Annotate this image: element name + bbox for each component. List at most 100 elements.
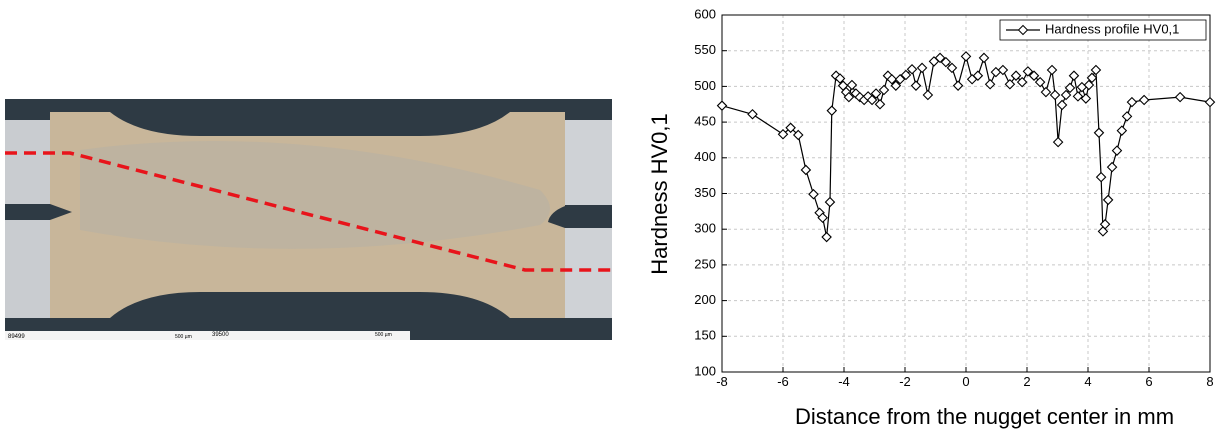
sheet-right-bottom [565,228,612,318]
y-tick-label: 550 [694,42,716,57]
data-point [1090,64,1102,76]
data-point [946,62,958,74]
data-point [747,108,758,120]
data-point [934,52,946,64]
data-point [1138,94,1150,106]
data-point [1083,79,1095,91]
data-point [843,91,855,103]
x-tick-label: 4 [1084,374,1091,389]
x-tick-label: -8 [716,374,728,389]
data-point [800,164,812,176]
data-point [1095,171,1107,183]
data-point [792,129,804,141]
y-axis-label: Hardness HV0,1 [647,113,672,274]
micrograph-label: 89499 [8,334,25,340]
data-point [1102,194,1114,206]
fusion-zone [80,141,550,249]
y-tick-label: 500 [694,78,716,93]
data-point [1028,70,1040,81]
data-point [808,188,819,200]
data-point [1204,96,1216,108]
x-tick-label: -4 [838,374,850,389]
x-tick-label: 8 [1206,374,1213,389]
data-point [916,62,928,74]
x-tick-label: -2 [899,374,911,389]
y-tick-label: 200 [694,292,716,307]
data-point [1049,89,1061,101]
data-point [1093,127,1105,139]
data-point [1111,145,1123,156]
data-point [878,84,890,96]
x-tick-label: 0 [962,374,969,389]
data-point [910,80,922,91]
micrograph-label: 39500 [212,332,229,338]
micrograph-label: 500 µm [175,334,192,340]
data-point [1010,70,1022,81]
data-point [1004,78,1016,90]
y-tick-label: 450 [694,114,716,129]
data-point [1116,125,1128,136]
x-axis-label: Distance from the nugget center in mm [795,404,1174,429]
data-point [1068,70,1080,81]
data-point [1106,161,1118,173]
data-point [1034,76,1046,88]
x-tick-label: 2 [1023,374,1030,389]
data-point [972,70,984,81]
chart: Distance from the nugget center in mm Ha… [647,6,1216,429]
data-point [824,196,836,208]
y-tick-label: 100 [694,363,716,378]
data-point [826,105,838,116]
plot-frame [721,14,1211,373]
micrograph-label: 500 µm [375,332,392,338]
data-point [817,212,828,224]
sheet-right-top [565,120,612,205]
y-tick-label: 300 [694,221,716,236]
data-point [940,56,952,68]
legend-label: Hardness profile HV0,1 [1045,21,1179,36]
data-point [922,89,934,101]
data-point [834,73,846,84]
y-tick-label: 600 [694,6,716,21]
data-point [777,128,789,140]
data-point [1080,93,1092,104]
data-point [900,69,912,81]
data-point [1040,86,1052,98]
data-point [1099,218,1111,230]
data-point [870,88,882,99]
data-point [1126,96,1138,108]
data-point [890,80,902,91]
legend-box [999,19,1207,41]
data-point [1064,82,1076,94]
y-tick-label: 350 [694,185,716,200]
data-point [1016,76,1028,88]
micrograph: 89499 500 µm 39500 500 µm [5,99,612,340]
sheet-left-bottom [5,220,50,318]
y-tick-label: 400 [694,149,716,164]
data-point [1052,136,1064,148]
data-point [1046,64,1058,76]
legend-marker [1017,24,1029,36]
data-point [1121,111,1133,122]
data-point [1086,72,1098,84]
data-point [846,79,858,91]
data-point [984,78,996,90]
data-point [886,73,898,85]
data-point [894,73,906,85]
data-point [866,94,878,106]
data-point [874,98,886,110]
data-point [960,51,972,62]
data-point [1056,99,1068,111]
data-point [1072,91,1084,102]
profile-path [5,151,612,272]
data-point [821,231,832,243]
data-point [906,63,918,75]
sheet-left-top [5,120,50,204]
data-point [997,64,1009,76]
data-point [978,52,990,64]
data-point [1022,66,1034,77]
data-point [952,80,964,91]
scale-strip [5,331,410,340]
x-tick-label: -6 [777,374,789,389]
